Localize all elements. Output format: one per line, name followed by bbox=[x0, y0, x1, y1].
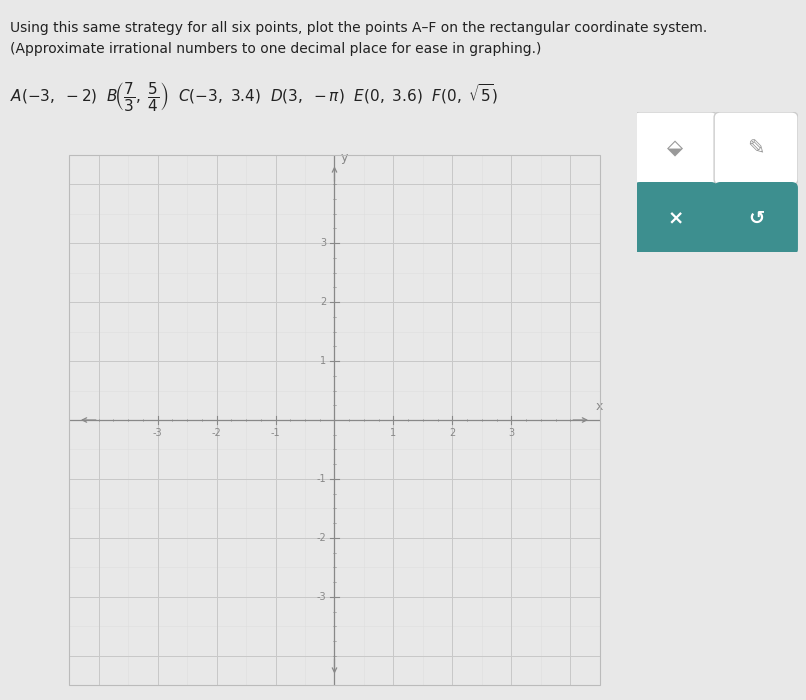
Text: ↺: ↺ bbox=[748, 209, 764, 228]
Text: y: y bbox=[340, 151, 347, 164]
FancyBboxPatch shape bbox=[634, 112, 717, 185]
Text: -2: -2 bbox=[317, 533, 326, 543]
Text: ×: × bbox=[667, 209, 683, 228]
Text: ⬙: ⬙ bbox=[667, 139, 683, 158]
Text: Using this same strategy for all six points, plot the points A–F on the rectangu: Using this same strategy for all six poi… bbox=[10, 21, 707, 35]
Text: 2: 2 bbox=[320, 297, 326, 307]
Text: 1: 1 bbox=[390, 428, 397, 438]
Text: -2: -2 bbox=[212, 428, 222, 438]
Text: 3: 3 bbox=[509, 428, 514, 438]
FancyBboxPatch shape bbox=[634, 182, 717, 255]
Text: x: x bbox=[596, 400, 604, 413]
Text: 2: 2 bbox=[449, 428, 455, 438]
FancyBboxPatch shape bbox=[714, 112, 798, 185]
Text: 3: 3 bbox=[320, 238, 326, 248]
Text: -1: -1 bbox=[271, 428, 280, 438]
Text: -1: -1 bbox=[317, 474, 326, 484]
Text: -3: -3 bbox=[153, 428, 163, 438]
FancyBboxPatch shape bbox=[714, 182, 798, 255]
Text: -3: -3 bbox=[317, 592, 326, 602]
Text: $A(-3,\ -2)$  $B\!\left(\dfrac{7}{3},\ \dfrac{5}{4}\right)$  $C(-3,\ 3.4)$  $D(3: $A(-3,\ -2)$ $B\!\left(\dfrac{7}{3},\ \d… bbox=[10, 80, 498, 113]
Text: (Approximate irrational numbers to one decimal place for ease in graphing.): (Approximate irrational numbers to one d… bbox=[10, 42, 541, 56]
Text: ✎: ✎ bbox=[747, 139, 765, 158]
Text: 1: 1 bbox=[320, 356, 326, 366]
